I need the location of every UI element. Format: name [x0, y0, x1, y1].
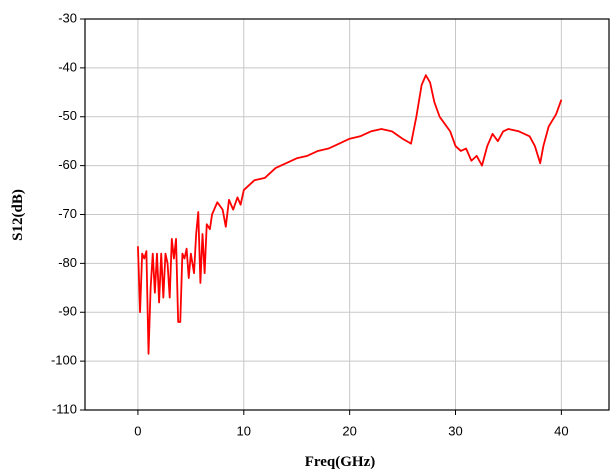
y-tick-label: -100	[51, 353, 77, 368]
x-tick-label: 10	[237, 423, 251, 438]
y-tick-label: -90	[58, 304, 77, 319]
y-axis-label: S12(dB)	[10, 189, 26, 241]
x-axis-label: Freq(GHz)	[305, 454, 376, 470]
y-tick-label: -60	[58, 157, 77, 172]
x-tick-label: 40	[554, 423, 568, 438]
y-tick-label: -110	[52, 401, 77, 416]
data-line	[137, 74, 563, 355]
x-tick-label: 30	[448, 423, 462, 438]
y-tick-label: -70	[58, 206, 77, 221]
x-tick-label: 20	[342, 423, 356, 438]
x-tick-label: 0	[134, 423, 141, 438]
y-tick-label: -80	[58, 255, 77, 270]
y-tick-label: -30	[58, 10, 77, 25]
y-tick-label: -50	[58, 108, 77, 123]
y-tick-label: -40	[58, 59, 77, 74]
plot-frame	[84, 18, 610, 411]
